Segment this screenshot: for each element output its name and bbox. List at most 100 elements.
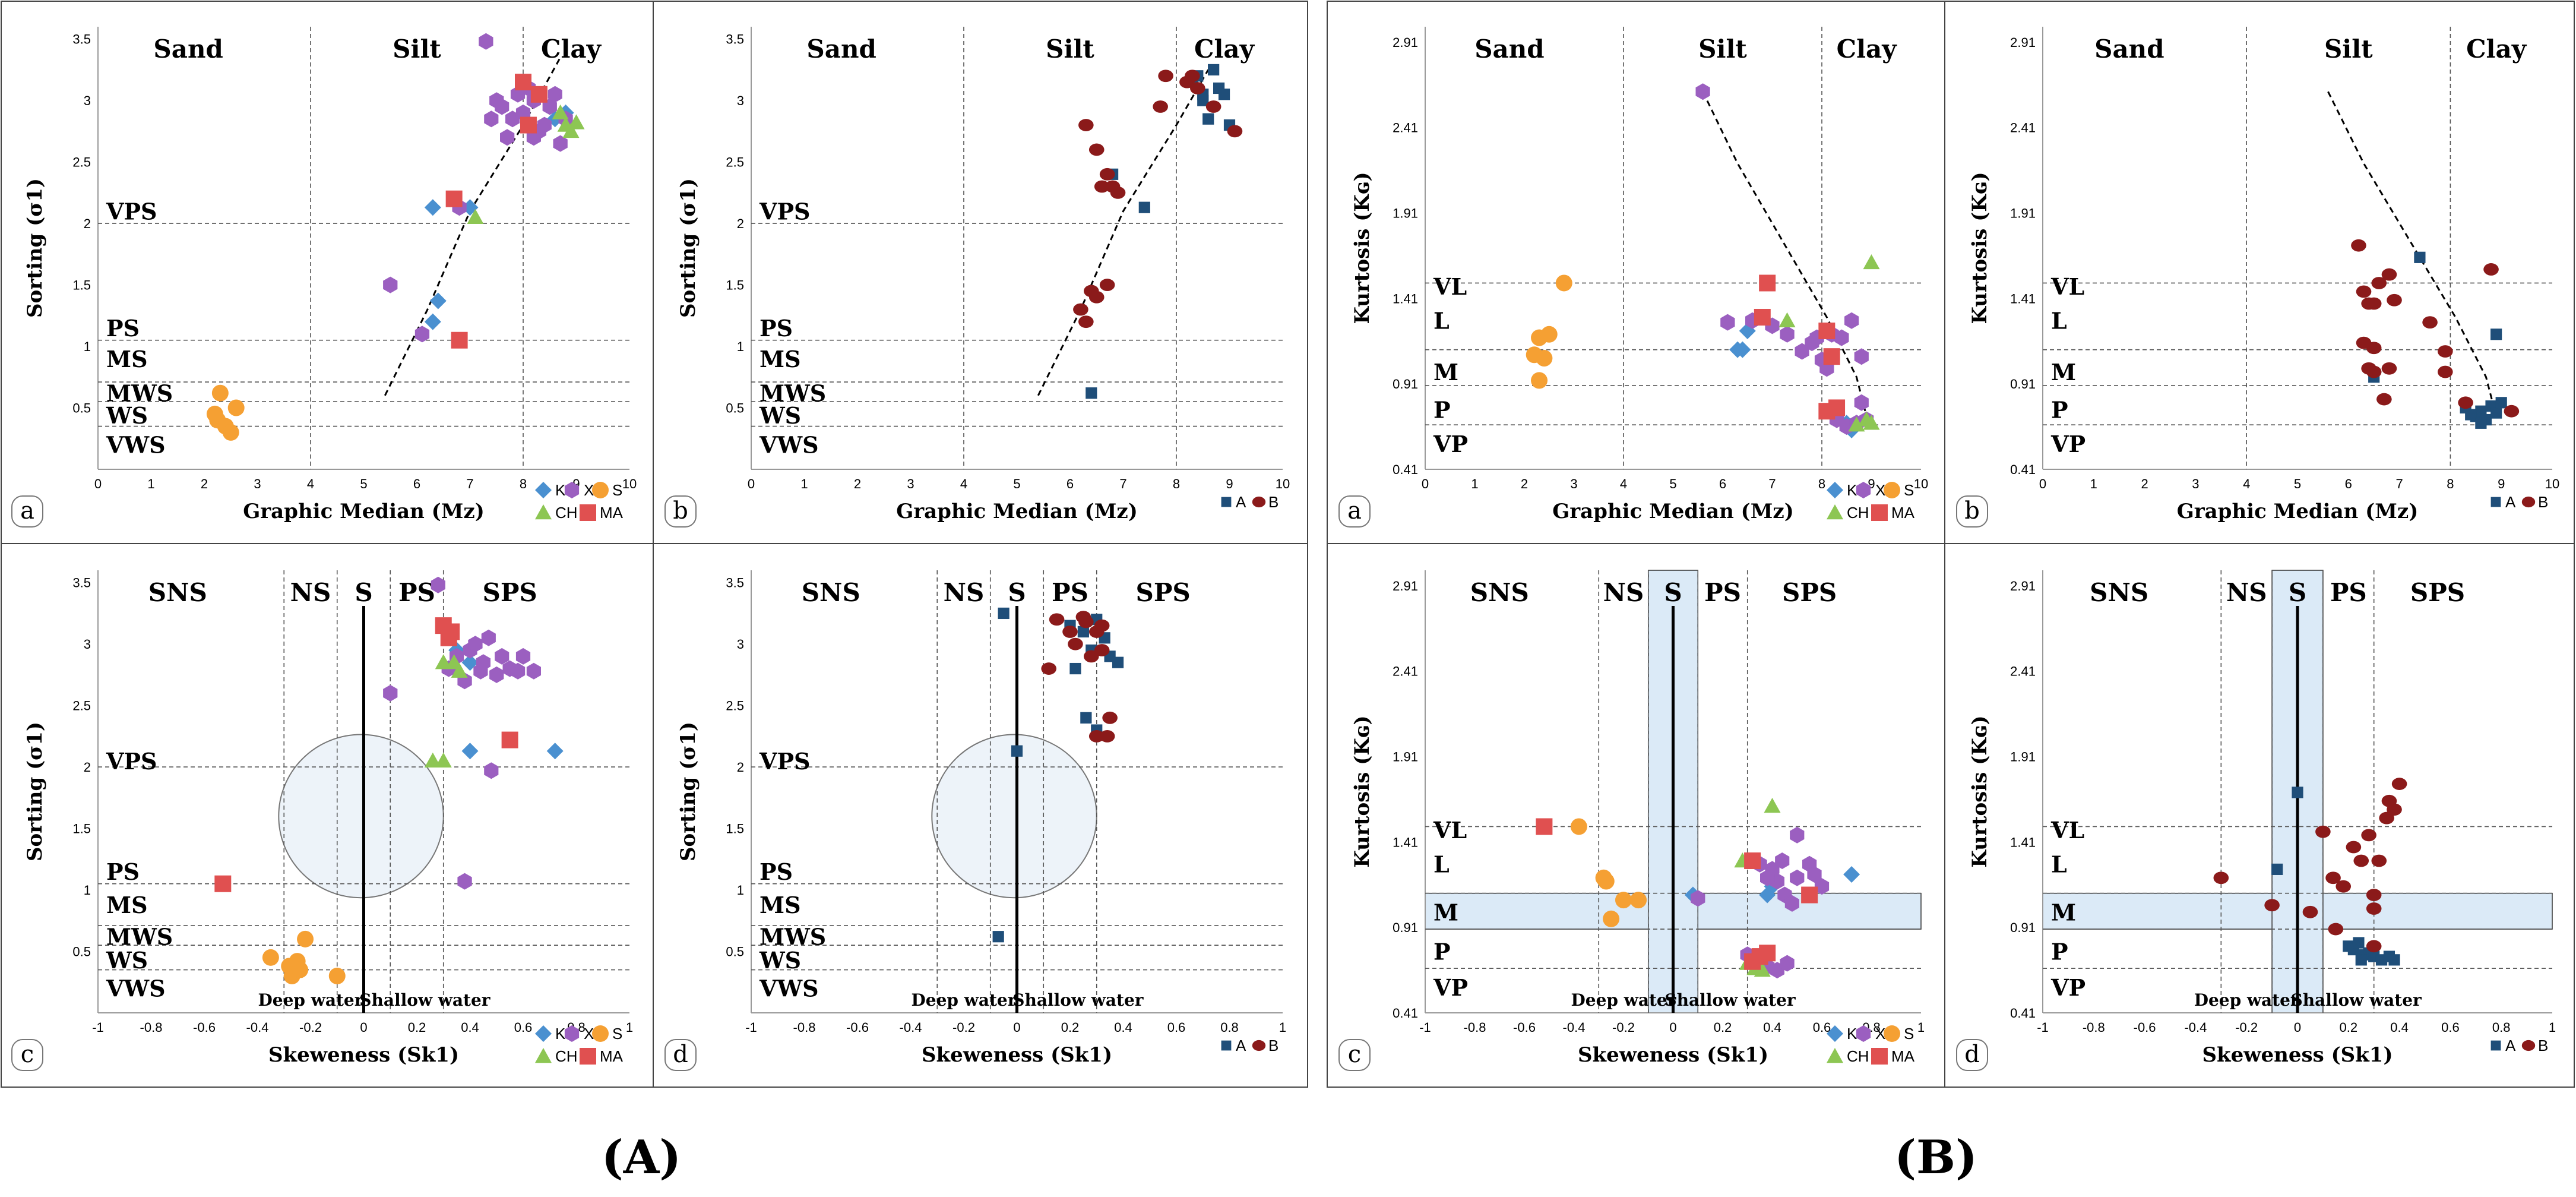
zone-label: Silt: [1046, 34, 1094, 64]
x-tick-label: 5: [360, 476, 367, 491]
zone-label: S: [1008, 578, 1026, 607]
legend-marker-MA: [1871, 1048, 1888, 1065]
point-X: [1834, 329, 1849, 346]
x-tick-label: 1: [800, 476, 808, 491]
panel-letter: d: [673, 1041, 688, 1068]
y-tick-label: 0.41: [1393, 1006, 1418, 1021]
point-X: [481, 629, 496, 646]
point-B: [1041, 662, 1056, 675]
x-tick-label: 7: [1119, 476, 1126, 491]
point-CH: [1754, 962, 1771, 977]
point-A: [2475, 417, 2487, 429]
class-label: PS: [106, 315, 140, 342]
panel-letter: c: [21, 1041, 34, 1068]
x-tick-label: 6: [1067, 476, 1074, 491]
y-tick-label: 1.91: [2010, 750, 2036, 765]
x-tick-label: 8: [2447, 476, 2454, 491]
point-B: [1190, 82, 1205, 94]
legend-marker-S: [1884, 482, 1900, 498]
x-tick-label: -0.4: [246, 1020, 269, 1035]
x-tick-label: 0.2: [2340, 1020, 2358, 1035]
x-tick-label: 0.4: [1114, 1020, 1132, 1035]
point-B: [2483, 263, 2499, 276]
x-tick-label: 3: [1570, 476, 1577, 491]
x-tick-label: -0.4: [900, 1020, 922, 1035]
point-B: [2366, 365, 2382, 378]
water-label: Deep water: [258, 990, 364, 1010]
point-CH: [451, 662, 468, 678]
point-S: [211, 384, 229, 402]
class-label: PS: [759, 315, 793, 342]
y-tick-label: 0.5: [726, 945, 744, 959]
y-tick-label: 2.41: [1393, 121, 1418, 135]
x-tick-label: -0.2: [2235, 1020, 2258, 1035]
class-label: VL: [2050, 273, 2084, 300]
point-B: [2458, 396, 2473, 409]
x-tick-label: 10: [622, 476, 637, 491]
class-label: VL: [1433, 273, 1467, 300]
legend-label-K: K: [1847, 481, 1857, 499]
x-tick-label: -0.6: [2134, 1020, 2156, 1035]
water-label: Shallow water: [1664, 990, 1796, 1010]
panel-letter-badge: [664, 495, 697, 528]
point-MA: [1759, 274, 1776, 292]
legend-label-A: A: [2505, 1037, 2516, 1054]
point-A: [2490, 329, 2502, 340]
point-B: [1084, 650, 1099, 663]
point-B: [2264, 899, 2280, 912]
legend-label-X: X: [584, 481, 594, 499]
point-B: [2438, 345, 2453, 358]
point-B: [2351, 239, 2366, 252]
point-S: [1555, 274, 1572, 292]
point-A: [998, 607, 1009, 620]
x-tick-label: 0.4: [1763, 1020, 1781, 1035]
point-MA: [214, 875, 232, 892]
legend-marker-K: [1827, 1025, 1843, 1042]
y-axis-title: Sorting (σ1): [676, 178, 700, 318]
point-A: [1138, 201, 1150, 213]
x-axis-title: Graphic Median (Mz): [243, 500, 485, 523]
x-tick-label: 0: [748, 476, 755, 491]
x-tick-label: -0.4: [1563, 1020, 1586, 1035]
point-MA: [1759, 945, 1776, 962]
point-MA: [1818, 323, 1836, 340]
x-tick-label: 0.2: [1061, 1020, 1080, 1035]
panel-letter: a: [1347, 497, 1362, 525]
zone-label: S: [355, 578, 372, 607]
legend-marker-MA: [1871, 504, 1888, 521]
point-B: [1088, 143, 1105, 156]
legend-marker-CH: [535, 1048, 552, 1063]
zone-label: NS: [944, 578, 985, 607]
chart-A-b: 0 1 2 3 4 5 6 7 8 9 10 0.5 1 1.5 2 2.5 3 3.5 Sand Silt Clay V…: [664, 27, 1290, 528]
x-axis-title: Skeweness (Sk1): [1578, 1043, 1768, 1067]
class-label: MWS: [759, 924, 826, 950]
legend-marker-A: [1221, 1040, 1232, 1051]
point-B: [1110, 186, 1126, 199]
class-label: MS: [106, 346, 148, 372]
point-CH: [568, 114, 585, 130]
x-tick-label: -0.6: [1513, 1020, 1536, 1035]
x-tick-label: 2: [854, 476, 861, 491]
legend-label-S: S: [1904, 1025, 1914, 1043]
point-X: [484, 762, 499, 779]
point-S: [1540, 326, 1558, 343]
x-tick-label: 2: [2141, 476, 2148, 491]
class-label: P: [2051, 396, 2068, 423]
x-tick-label: 4: [1620, 476, 1627, 491]
x-tick-label: -1: [2037, 1020, 2049, 1035]
point-A: [1086, 387, 1097, 399]
class-label: WS: [759, 402, 801, 429]
y-tick-label: 2.5: [72, 699, 91, 713]
class-label: VPS: [759, 748, 811, 775]
point-B: [2213, 871, 2229, 885]
point-K: [461, 743, 479, 760]
x-tick-label: 5: [1669, 476, 1676, 491]
y-tick-label: 3: [84, 637, 91, 652]
point-MA: [530, 86, 548, 103]
y-tick-label: 2.41: [2010, 121, 2036, 135]
y-tick-label: 2.5: [726, 699, 744, 713]
point-B: [1078, 119, 1094, 131]
x-tick-label: 1: [2549, 1020, 2556, 1035]
point-B: [1102, 711, 1118, 724]
